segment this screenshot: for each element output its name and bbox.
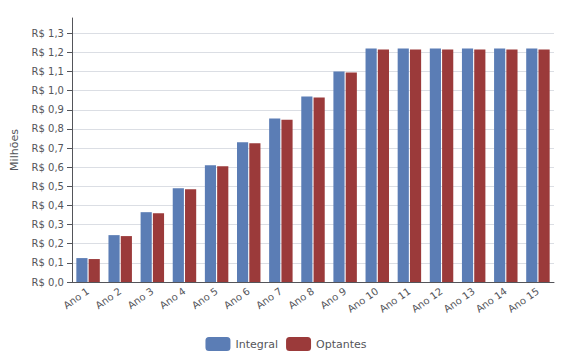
svg-text:R$ 0,4: R$ 0,4 (32, 200, 64, 211)
svg-text:Ano 9: Ano 9 (318, 285, 348, 311)
svg-text:Integral: Integral (235, 338, 278, 351)
svg-text:Ano 6: Ano 6 (222, 285, 252, 311)
svg-text:R$ 1,3: R$ 1,3 (32, 28, 64, 39)
svg-text:Optantes: Optantes (316, 338, 367, 351)
svg-text:Ano 13: Ano 13 (442, 285, 477, 314)
svg-text:R$ 0,9: R$ 0,9 (32, 104, 64, 115)
svg-text:Ano 1: Ano 1 (61, 285, 91, 311)
svg-text:R$ 0,6: R$ 0,6 (32, 162, 64, 173)
svg-text:Ano 7: Ano 7 (254, 285, 284, 311)
svg-text:R$ 0,2: R$ 0,2 (32, 238, 64, 249)
svg-text:R$ 1,2: R$ 1,2 (32, 47, 64, 58)
svg-text:Ano 5: Ano 5 (190, 285, 220, 311)
svg-text:Ano 11: Ano 11 (377, 285, 412, 314)
svg-text:R$ 0,5: R$ 0,5 (32, 181, 64, 192)
svg-text:Ano 2: Ano 2 (93, 285, 123, 311)
svg-text:Ano 10: Ano 10 (345, 285, 380, 314)
svg-text:Milhões: Milhões (8, 129, 21, 171)
svg-text:R$ 1,0: R$ 1,0 (32, 85, 64, 96)
svg-text:R$ 0,1: R$ 0,1 (32, 257, 64, 268)
svg-text:Ano 14: Ano 14 (474, 285, 509, 314)
svg-text:Ano 8: Ano 8 (286, 285, 316, 311)
svg-text:R$ 0,8: R$ 0,8 (32, 123, 64, 134)
svg-text:Ano 4: Ano 4 (158, 285, 188, 311)
svg-text:R$ 0,3: R$ 0,3 (32, 219, 64, 230)
svg-text:Ano 12: Ano 12 (410, 285, 445, 314)
svg-text:R$ 1,1: R$ 1,1 (32, 66, 64, 77)
svg-text:Ano 15: Ano 15 (506, 285, 541, 314)
svg-text:R$ 0,0: R$ 0,0 (32, 277, 64, 288)
svg-text:R$ 0,7: R$ 0,7 (32, 143, 64, 154)
svg-text:Ano 3: Ano 3 (126, 285, 156, 311)
